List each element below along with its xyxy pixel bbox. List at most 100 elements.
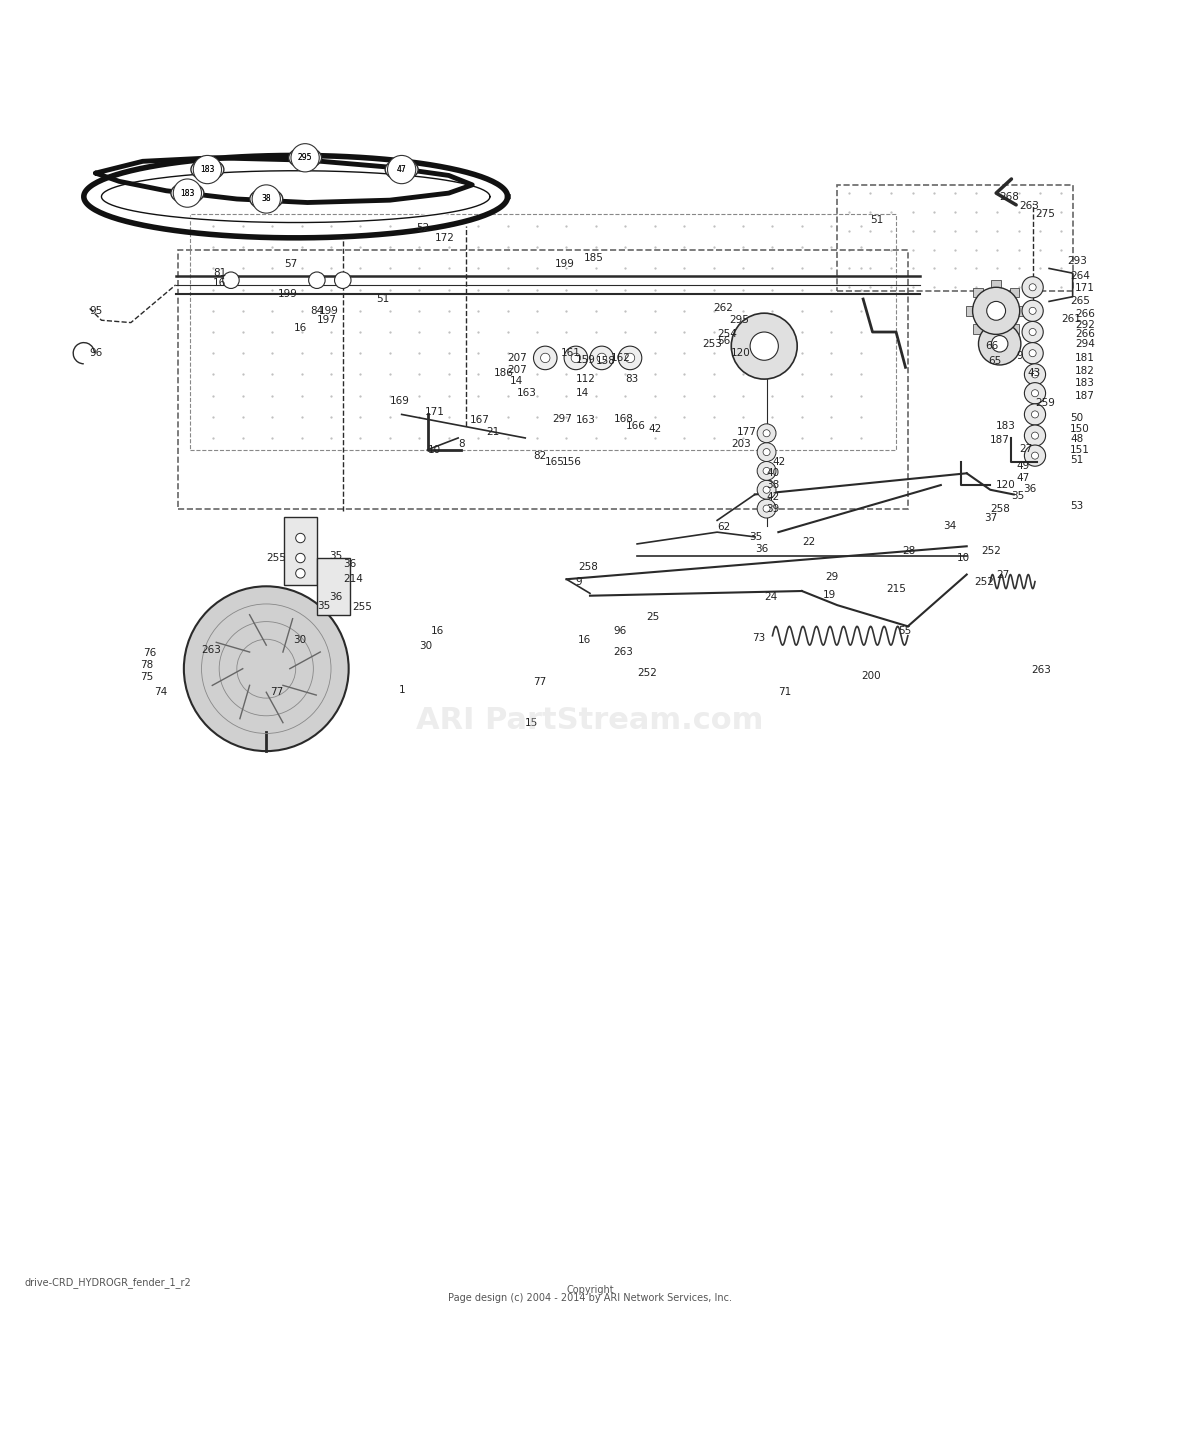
Text: 167: 167 <box>470 415 490 425</box>
Text: 262: 262 <box>714 304 734 314</box>
Text: 183: 183 <box>201 166 215 174</box>
Text: 183: 183 <box>996 421 1016 431</box>
Text: 36: 36 <box>755 543 768 553</box>
Text: 57: 57 <box>284 259 297 268</box>
Text: 207: 207 <box>507 353 527 363</box>
Text: 197: 197 <box>317 316 336 326</box>
Text: 81: 81 <box>214 268 227 278</box>
Circle shape <box>291 144 320 171</box>
Circle shape <box>758 442 776 461</box>
Text: 73: 73 <box>753 633 766 643</box>
Text: 112: 112 <box>576 375 596 385</box>
Circle shape <box>1031 432 1038 440</box>
Text: 200: 200 <box>860 670 880 680</box>
Circle shape <box>1024 383 1045 403</box>
Text: 38: 38 <box>262 195 271 203</box>
Text: 35: 35 <box>749 532 762 542</box>
Circle shape <box>173 179 202 208</box>
Text: 77: 77 <box>270 687 283 697</box>
Text: 49: 49 <box>1016 461 1029 471</box>
Text: 25: 25 <box>647 612 660 623</box>
Text: 75: 75 <box>140 672 153 682</box>
Circle shape <box>533 346 557 370</box>
Text: 47: 47 <box>396 166 407 174</box>
Text: 95: 95 <box>90 305 103 316</box>
Circle shape <box>625 353 635 363</box>
Text: 183: 183 <box>181 189 195 197</box>
Bar <box>1010 324 1020 334</box>
Text: 292: 292 <box>1075 320 1095 330</box>
Text: 254: 254 <box>717 330 738 340</box>
Circle shape <box>194 156 222 183</box>
Text: 14: 14 <box>510 376 523 386</box>
Circle shape <box>1029 350 1036 357</box>
Text: 14: 14 <box>576 388 589 398</box>
Text: 266: 266 <box>1075 330 1095 340</box>
Text: 163: 163 <box>576 415 596 425</box>
Text: 275: 275 <box>1035 209 1055 219</box>
Text: 255: 255 <box>352 602 372 612</box>
Text: 10: 10 <box>957 553 970 563</box>
Circle shape <box>758 424 776 442</box>
Text: 50: 50 <box>1070 414 1083 424</box>
Circle shape <box>296 533 306 543</box>
Text: 40: 40 <box>767 468 780 478</box>
Circle shape <box>763 448 771 455</box>
Circle shape <box>1022 343 1043 363</box>
Text: 177: 177 <box>738 427 758 437</box>
Circle shape <box>618 346 642 370</box>
Circle shape <box>972 287 1020 334</box>
Text: 264: 264 <box>1070 271 1090 281</box>
Text: 185: 185 <box>584 252 604 262</box>
Text: 96: 96 <box>90 349 103 359</box>
Circle shape <box>991 336 1008 352</box>
Circle shape <box>1029 307 1036 314</box>
Circle shape <box>763 467 771 474</box>
Text: 183: 183 <box>1075 378 1095 388</box>
Circle shape <box>758 499 776 517</box>
Text: 16: 16 <box>294 323 307 333</box>
Text: 83: 83 <box>625 375 638 385</box>
Text: 199: 199 <box>278 290 297 300</box>
Ellipse shape <box>171 183 204 203</box>
Text: 203: 203 <box>732 440 750 448</box>
Text: 9: 9 <box>576 576 583 586</box>
Text: 258: 258 <box>578 562 598 572</box>
Text: 186: 186 <box>493 369 513 378</box>
Text: 252: 252 <box>981 546 1001 556</box>
Text: 36: 36 <box>329 592 342 602</box>
Text: 27: 27 <box>1020 444 1032 454</box>
Circle shape <box>1024 403 1045 425</box>
Text: 172: 172 <box>434 233 454 244</box>
Text: 71: 71 <box>779 687 792 697</box>
Text: 16: 16 <box>578 635 591 646</box>
Text: 19: 19 <box>824 589 837 599</box>
Text: 181: 181 <box>1075 353 1095 363</box>
Circle shape <box>296 569 306 578</box>
Bar <box>974 324 983 334</box>
Text: 268: 268 <box>999 192 1020 202</box>
Circle shape <box>732 313 798 379</box>
Bar <box>965 305 975 316</box>
Text: 52: 52 <box>415 223 430 233</box>
Text: ARI PartStream.com: ARI PartStream.com <box>417 706 763 735</box>
Text: 295: 295 <box>297 153 313 163</box>
Text: 78: 78 <box>140 660 153 670</box>
Circle shape <box>590 346 614 370</box>
Text: 77: 77 <box>533 677 546 687</box>
Circle shape <box>540 353 550 363</box>
Text: 214: 214 <box>342 574 362 584</box>
Text: 252: 252 <box>637 669 657 679</box>
Text: 36: 36 <box>1023 484 1036 494</box>
Text: 263: 263 <box>1031 664 1051 674</box>
Circle shape <box>296 553 306 563</box>
Text: 258: 258 <box>990 503 1010 513</box>
Text: 169: 169 <box>389 396 409 406</box>
Text: 1: 1 <box>399 684 406 695</box>
Text: 82: 82 <box>533 451 546 461</box>
Text: 9: 9 <box>1016 350 1023 360</box>
Text: 261: 261 <box>1061 314 1081 324</box>
Bar <box>1010 288 1020 297</box>
Text: 51: 51 <box>1070 455 1083 465</box>
FancyBboxPatch shape <box>317 558 349 614</box>
